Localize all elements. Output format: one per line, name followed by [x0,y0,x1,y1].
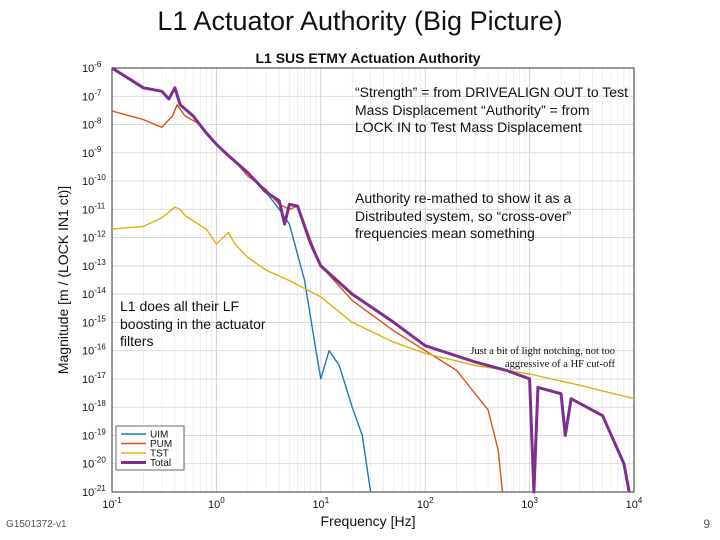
y-tick-label: 10-9 [82,145,102,160]
axis-ticks: 10-1 100 101 102 103 104 10-6 10-7 10-8 10-9 10-10… [82,60,643,511]
chart-grid [111,67,635,493]
annotation-remathed: Authority re-mathed to show it as a Dist… [355,190,572,241]
y-tick-label: 10-10 [82,173,106,188]
y-tick-label: 10-14 [82,286,106,301]
annotation-strength: “Strength” = from DRIVEALIGN OUT to Test… [355,84,628,135]
y-tick-label: 10-6 [82,60,102,75]
y-tick-label: 10-12 [82,230,106,245]
chart-title: L1 SUS ETMY Actuation Authority [255,50,480,66]
annotation-notching: Just a bit of light notching, not too ag… [470,346,615,371]
x-tick-label: 101 [312,496,329,511]
x-tick-label: 10-1 [102,496,122,511]
y-tick-label: 10-7 [82,88,102,103]
legend-label: Total [150,458,171,469]
page-number: 9 [703,517,710,531]
chart-lines [111,66,635,494]
y-tick-label: 10-13 [82,258,106,273]
y-tick-label: 10-17 [82,371,106,386]
series-line-tst [111,206,635,400]
legend-label: PUM [150,439,172,450]
x-tick-label: 100 [208,496,225,511]
y-tick-label: 10-19 [82,427,106,442]
y-tick-label: 10-16 [82,343,106,358]
y-tick-label: 10-20 [82,456,106,471]
x-tick-label: 102 [417,496,434,511]
doc-id: G1501372-v1 [6,519,67,530]
x-tick-label: 104 [626,496,643,511]
x-axis-label: Frequency [Hz] [321,513,416,529]
y-tick-label: 10-15 [82,314,106,329]
y-tick-label: 10-21 [82,484,106,499]
y-tick-label: 10-8 [82,117,102,132]
annotation-lf-boost: L1 does all their LF boosting in the act… [120,298,266,349]
slide-title: L1 Actuator Authority (Big Picture) [157,6,563,36]
y-tick-label: 10-11 [82,201,106,216]
y-tick-label: 10-18 [82,399,106,414]
y-axis-label: Magnitude [m / (LOCK IN1 ct)] [55,186,71,374]
plot-area [111,67,635,493]
x-tick-label: 103 [521,496,538,511]
series-line-total [111,66,631,494]
legend-label: TST [150,449,169,460]
legend-label: UIM [150,430,168,441]
